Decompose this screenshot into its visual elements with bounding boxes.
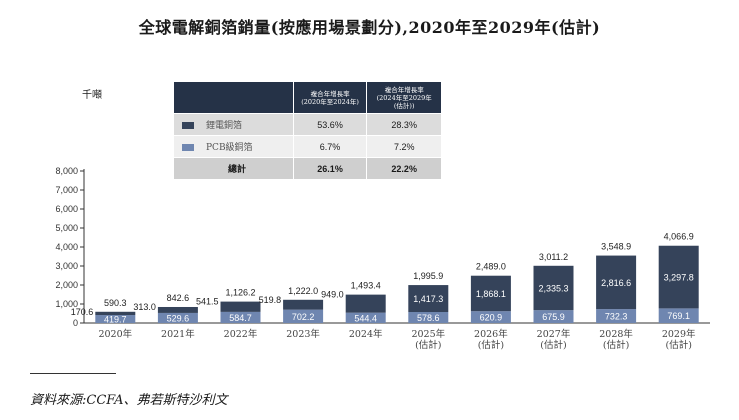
x-category-label: 2022年 <box>224 328 258 340</box>
bar-battery <box>470 275 511 312</box>
x-category-label: (估計) <box>415 339 441 351</box>
bar-battery <box>95 311 136 316</box>
cagr-header-2020-2024: 複合年增長率 (2020年至2024年) <box>292 82 367 114</box>
data-label-pcb: 529.6 <box>167 313 190 323</box>
data-label-pcb: 584.7 <box>229 313 252 323</box>
data-label-pcb: 769.1 <box>667 311 690 321</box>
bar-pcb <box>157 312 198 323</box>
x-category-label: (估計) <box>540 339 566 351</box>
cagr-header-2024-2029: 複合年增長率 (2024年至2029年 (估計)) <box>366 82 441 114</box>
y-axis-unit: 千噸 <box>82 90 102 101</box>
bar-pcb <box>220 311 261 323</box>
y-tick-label: 5,000 <box>55 223 78 233</box>
data-label-total: 3,011.2 <box>539 252 568 262</box>
data-label-total: 1,222.0 <box>288 286 318 296</box>
data-label-pcb: 675.9 <box>542 312 565 322</box>
data-label-battery: 2,816.6 <box>601 278 631 288</box>
x-category-label: 2027年 <box>537 328 571 340</box>
data-label-pcb: 732.3 <box>605 312 628 322</box>
y-tick-label: 0 <box>73 318 78 328</box>
x-category-label: 2025年 <box>411 328 445 340</box>
x-category-label: 2021年 <box>161 328 195 340</box>
legend-swatch-pcb <box>182 144 194 151</box>
cagr-total-2020-2024: 26.1% <box>292 157 367 179</box>
y-tick-label: 8,000 <box>55 166 78 176</box>
bar-battery <box>157 306 198 313</box>
bar-battery <box>596 255 637 310</box>
x-category-label: 2028年 <box>599 328 633 340</box>
x-category-label: (估計) <box>603 339 629 351</box>
data-label-total: 1,493.4 <box>351 281 381 291</box>
bar-battery <box>283 299 324 310</box>
x-category-label: (估計) <box>478 339 504 351</box>
data-label-pcb: 620.9 <box>480 313 503 323</box>
y-tick-label: 2,000 <box>55 280 78 290</box>
bar-battery <box>220 301 261 312</box>
cagr-pcb-2020-2024: 6.7% <box>292 135 367 158</box>
data-label-total: 3,548.9 <box>601 242 631 252</box>
data-label-battery: 170.6 <box>71 307 94 317</box>
cagr-battery-2020-2024: 53.6% <box>292 113 367 136</box>
cagr-row-battery: 鋰電銅箔 53.6% 28.3% <box>174 113 441 136</box>
source-note: 資料來源:CCFA、弗若斯特沙利文 <box>30 393 228 408</box>
legend-label-pcb: PCB級銅箔 <box>206 143 253 153</box>
bar-pcb <box>533 310 574 323</box>
x-category-label: 2024年 <box>349 328 383 340</box>
data-label-battery: 2,335.3 <box>538 283 568 293</box>
data-label-pcb: 702.2 <box>292 312 315 322</box>
x-category-label: 2029年 <box>662 328 696 340</box>
data-label-pcb: 419.7 <box>104 315 127 325</box>
bar-battery <box>408 285 449 313</box>
x-category-label: 2026年 <box>474 328 508 340</box>
data-label-pcb: 578.6 <box>417 313 440 323</box>
bar-battery <box>533 265 574 311</box>
cagr-battery-2024-2029: 28.3% <box>366 113 441 136</box>
bar-pcb <box>596 309 637 323</box>
y-tick-label: 1,000 <box>55 299 78 309</box>
bar-pcb <box>95 315 136 323</box>
data-label-pcb: 544.4 <box>354 313 377 323</box>
legend-swatch-battery <box>182 122 194 129</box>
data-label-total: 1,995.9 <box>413 271 443 281</box>
bar-pcb <box>658 308 699 323</box>
legend-label-battery: 鋰電銅箔 <box>206 121 243 131</box>
cagr-table: 複合年增長率 (2020年至2024年) 複合年增長率 (2024年至2029年 (估… <box>174 82 441 179</box>
cagr-row-pcb: PCB級銅箔 6.7% 7.2% <box>174 135 441 158</box>
bar-pcb <box>345 312 386 323</box>
data-label-total: 842.6 <box>167 293 190 303</box>
data-label-battery: 519.8 <box>259 295 282 305</box>
x-category-label: 2020年 <box>98 328 132 340</box>
stacked-bar-chart: 0 1,000 2,000 3,000 4,000 5,000 6,000 7,000 8,00… <box>55 166 710 351</box>
data-label-total: 590.3 <box>104 298 127 308</box>
source-divider <box>30 373 116 374</box>
x-category-label: (估計) <box>665 339 691 351</box>
x-category-label: 2023年 <box>286 328 320 340</box>
data-label-battery: 3,297.8 <box>664 273 694 283</box>
data-label-total: 1,126.2 <box>225 288 255 298</box>
bar-battery <box>658 245 699 309</box>
bar-pcb <box>283 309 324 323</box>
data-label-battery: 949.0 <box>321 290 344 300</box>
y-tick-label: 6,000 <box>55 204 78 214</box>
y-tick-label: 7,000 <box>55 185 78 195</box>
data-label-battery: 1,868.1 <box>476 289 506 299</box>
cagr-pcb-2024-2029: 7.2% <box>366 135 441 158</box>
bar-battery <box>345 294 386 313</box>
cagr-header-blank <box>174 82 294 114</box>
chart-title: 全球電解銅箔銷量(按應用場景劃分),2020年至2029年(估計) <box>138 18 601 37</box>
y-tick-label: 3,000 <box>55 261 78 271</box>
data-label-battery: 541.5 <box>196 297 219 307</box>
cagr-total-label: 總計 <box>174 157 294 179</box>
cagr-total-2024-2029: 22.2% <box>366 157 441 179</box>
data-label-battery: 1,417.3 <box>413 294 443 304</box>
bar-pcb <box>408 312 449 323</box>
bar-pcb <box>470 311 511 323</box>
data-label-battery: 313.0 <box>133 302 156 312</box>
data-label-total: 2,489.0 <box>476 262 506 272</box>
data-label-total: 4,066.9 <box>664 232 694 242</box>
y-tick-label: 4,000 <box>55 242 78 252</box>
cagr-row-total: 總計 26.1% 22.2% <box>174 157 441 179</box>
